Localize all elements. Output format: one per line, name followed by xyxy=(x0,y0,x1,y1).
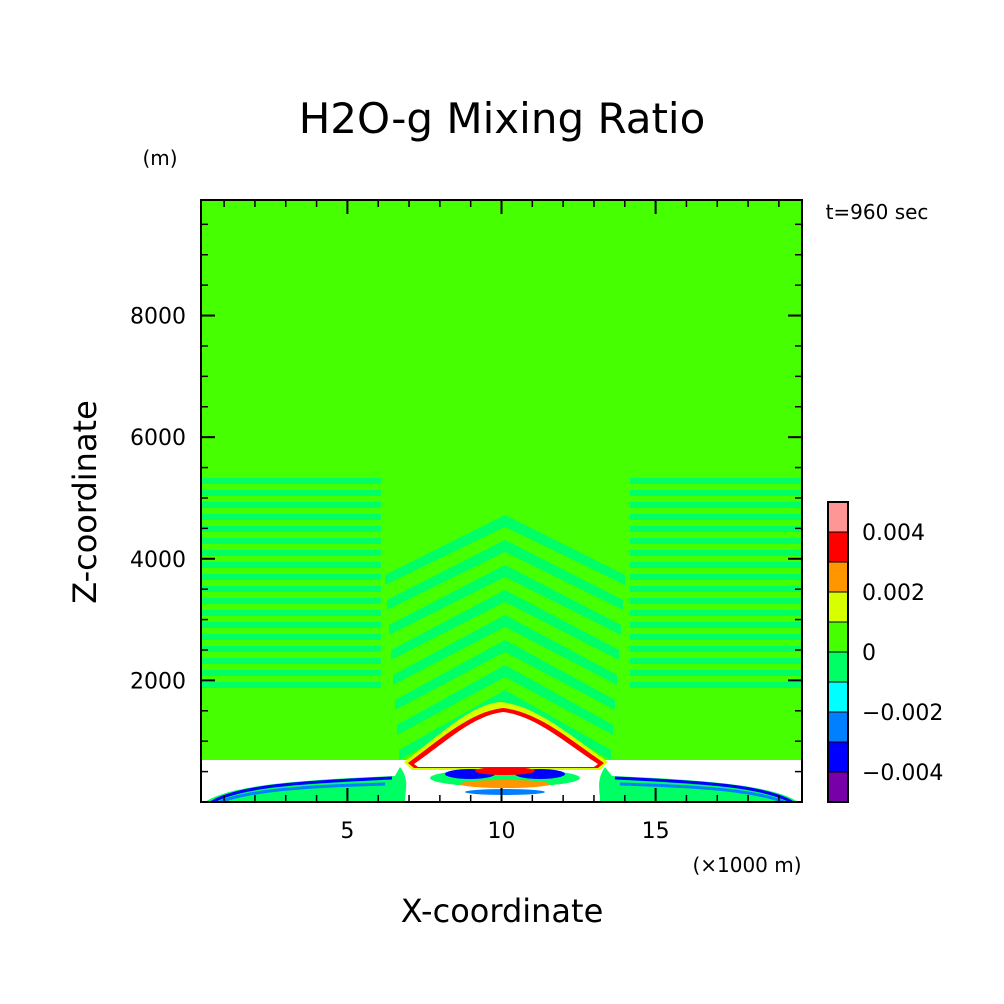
left-band xyxy=(201,550,381,556)
colorbar-tick-label: 0.004 xyxy=(862,521,925,546)
x-tick-label: 10 xyxy=(488,819,516,844)
chart-title: H2O-g Mixing Ratio xyxy=(299,94,706,143)
right-band xyxy=(630,490,802,496)
right-surface-contour-2 xyxy=(619,782,785,802)
x-axis-label: X-coordinate xyxy=(401,892,604,930)
right-band xyxy=(630,550,802,556)
left-band xyxy=(201,646,381,652)
right-surface-contour xyxy=(614,776,793,802)
right-band xyxy=(630,610,802,616)
colorbar-bin xyxy=(827,591,849,623)
right-band xyxy=(630,598,802,604)
left-band xyxy=(201,682,381,688)
left-band xyxy=(201,610,381,616)
y-unit-label: (m) xyxy=(142,146,177,170)
center-blob-4 xyxy=(460,780,550,788)
colorbar-labels: 0.004 0.002 0 −0.002 −0.004 xyxy=(862,521,943,786)
colorbar-bin xyxy=(827,711,849,743)
colorbar-bin xyxy=(827,771,849,803)
colorbar-bin xyxy=(827,501,849,533)
right-band xyxy=(630,622,802,628)
x-tick-label: 5 xyxy=(340,819,354,844)
left-band xyxy=(201,586,381,592)
colorbar-bin xyxy=(827,621,849,653)
right-band xyxy=(630,682,802,688)
x-unit-label: (×1000 m) xyxy=(692,853,801,877)
y-tick-label: 8000 xyxy=(130,305,186,330)
left-band xyxy=(201,598,381,604)
right-band xyxy=(630,586,802,592)
major-ticks xyxy=(201,200,802,802)
center-blob-5 xyxy=(465,789,545,795)
left-band xyxy=(201,490,381,496)
x-tick-labels: 5 10 15 xyxy=(340,819,669,844)
right-band xyxy=(630,634,802,640)
colorbar-tick-label: 0.002 xyxy=(862,581,925,606)
colorbar-bin xyxy=(827,741,849,773)
right-band xyxy=(630,514,802,520)
right-band xyxy=(630,658,802,664)
left-band xyxy=(201,514,381,520)
center-blob-3 xyxy=(475,767,535,775)
left-band xyxy=(201,478,381,484)
y-axis-label: Z-coordinate xyxy=(66,400,104,604)
colorbar-bin xyxy=(827,681,849,713)
colorbar-frame xyxy=(827,501,849,803)
left-band xyxy=(201,538,381,544)
right-band xyxy=(630,478,802,484)
minor-ticks xyxy=(201,200,802,802)
dome-interior xyxy=(414,712,598,767)
y-tick-label: 6000 xyxy=(130,426,186,451)
colorbar-tick-label: 0 xyxy=(862,641,876,666)
right-band xyxy=(630,574,802,580)
left-band xyxy=(201,574,381,580)
colorbar-bin xyxy=(827,651,849,683)
left-band xyxy=(201,502,381,508)
left-band xyxy=(201,634,381,640)
y-tick-labels: 2000 4000 6000 8000 xyxy=(130,305,186,695)
colorbar xyxy=(827,501,849,803)
x-tick-label: 15 xyxy=(642,819,670,844)
y-tick-label: 4000 xyxy=(130,548,186,573)
wave-bands xyxy=(201,478,802,760)
colorbar-tick-label: −0.002 xyxy=(862,701,943,726)
right-band xyxy=(630,670,802,676)
right-band xyxy=(630,526,802,532)
right-band xyxy=(630,502,802,508)
right-band xyxy=(630,562,802,568)
left-surface-contour-2 xyxy=(219,782,386,802)
contour-field xyxy=(201,200,802,802)
colorbar-bin xyxy=(827,531,849,563)
right-band xyxy=(630,646,802,652)
left-band xyxy=(201,670,381,676)
left-band xyxy=(201,622,381,628)
left-band xyxy=(201,658,381,664)
time-label: t=960 sec xyxy=(826,200,929,224)
left-band xyxy=(201,562,381,568)
y-tick-label: 2000 xyxy=(130,669,186,694)
colorbar-bin xyxy=(827,561,849,593)
left-band xyxy=(201,526,381,532)
right-band xyxy=(630,538,802,544)
colorbar-tick-label: −0.004 xyxy=(862,761,943,786)
